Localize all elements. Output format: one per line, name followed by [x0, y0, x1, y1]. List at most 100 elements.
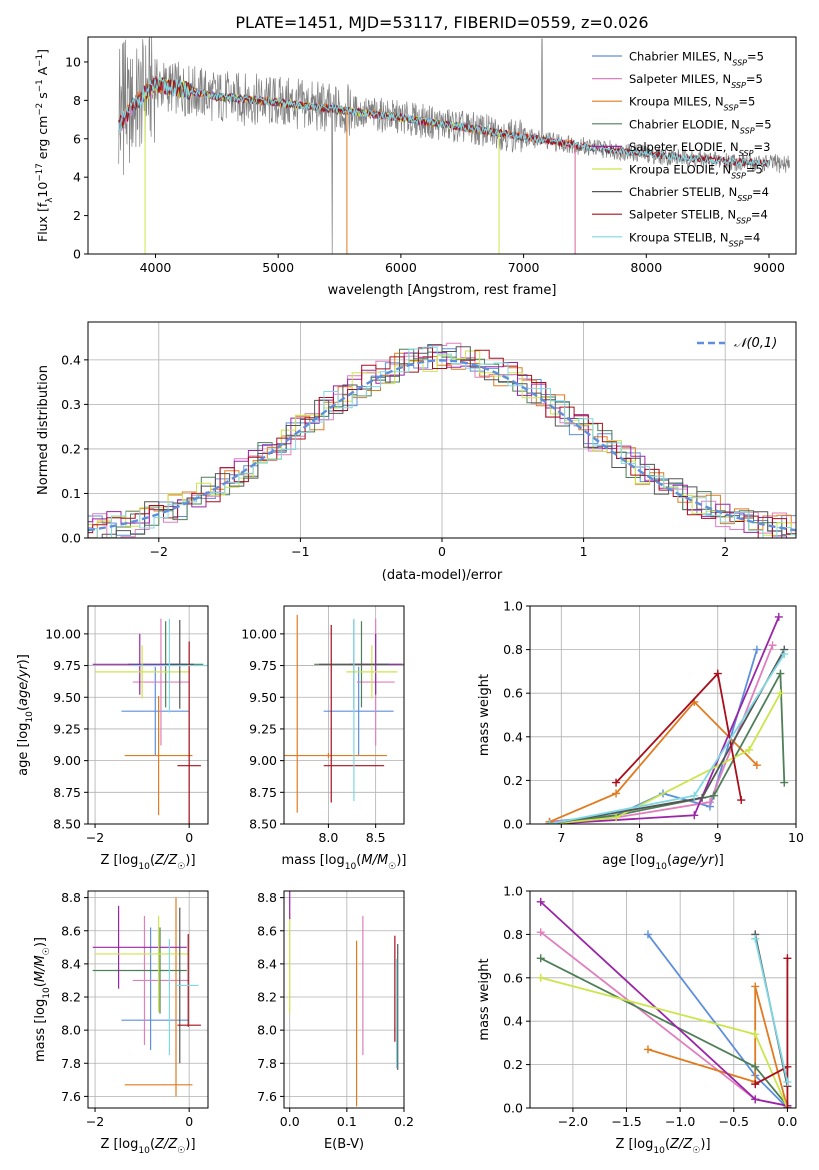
- x-axis-label: Z [log10(Z/Z☉)]: [100, 853, 195, 872]
- x-tick-label: 4000: [140, 260, 172, 275]
- y-tick-label: 9.25: [249, 721, 277, 736]
- weight-marker: [612, 789, 621, 798]
- residual-histogram: [88, 352, 796, 538]
- plot-area: [289, 891, 399, 1107]
- axes-frame: [87, 605, 209, 825]
- y-tick-label: 8.0: [61, 1023, 81, 1038]
- x-tick-label: 5000: [262, 260, 294, 275]
- weight-line: [549, 700, 758, 823]
- legend-entry: Chabrier ELODIE, NSSP=5: [629, 117, 772, 135]
- weight-marker: [751, 1080, 760, 1089]
- y-tick-label: 0.0: [61, 531, 81, 546]
- y-tick-label: 10.00: [45, 626, 81, 641]
- weight-marker: [751, 1062, 760, 1071]
- y-tick-label: 7.8: [61, 1056, 81, 1071]
- y-tick-label: 0.2: [503, 773, 523, 788]
- y-tick-label: 0.3: [61, 397, 81, 412]
- y-tick-label: 8.75: [249, 785, 277, 800]
- x-tick-label: 0: [438, 544, 446, 559]
- y-tick-label: 9.50: [53, 690, 81, 705]
- plot-area: [92, 897, 201, 1097]
- weight-line: [549, 649, 758, 823]
- weight-marker: [545, 820, 554, 824]
- plot-area: [545, 612, 789, 824]
- residual-histogram: [88, 344, 796, 538]
- x-tick-label: 8.5: [366, 830, 386, 845]
- x-tick-label: 7: [557, 830, 565, 845]
- x-axis-label: Z [log10(Z/Z☉)]: [615, 1137, 710, 1156]
- y-tick-label: 8.8: [257, 890, 277, 905]
- y-axis-label: mass weight: [477, 958, 492, 1040]
- residual-histogram: [88, 342, 796, 538]
- legend-entry: Kroupa STELIB, NSSP=4: [629, 230, 760, 248]
- x-tick-label: 0.0: [280, 1114, 300, 1129]
- x-axis-label: age [log10(age/yr)]: [602, 853, 724, 872]
- weight-marker: [698, 793, 707, 802]
- weight-line: [540, 976, 789, 1108]
- x-axis-label: E(B-V): [324, 1137, 364, 1152]
- y-tick-label: 8.50: [53, 817, 81, 832]
- y-tick-label: 8.2: [257, 990, 277, 1005]
- y-tick-label: 0: [73, 247, 81, 262]
- y-tick-label: 8.4: [61, 956, 81, 971]
- legend-entry: Chabrier MILES, NSSP=5: [629, 50, 764, 68]
- weight-marker: [690, 811, 699, 820]
- y-axis-label: mass [log10(M/M☉)]: [33, 937, 52, 1062]
- panel-spectrum: 4000 5000 6000 7000 8000 9000 0 2 4 6 8 10 Chabrier …: [65, 36, 797, 275]
- y-axis-label: Flux [fλ10−17 erg cm−2 s−1 A−1]: [35, 49, 55, 242]
- legend-entry: Kroupa MILES, NSSP=5: [629, 95, 755, 113]
- panel-age_vs_mass: 8.0 8.5 8.50 8.75 9.00 9.25 9.50 9.75 10.00: [241, 605, 405, 845]
- x-tick-label: −1.5: [611, 1114, 641, 1129]
- y-tick-label: 7.6: [257, 1089, 277, 1104]
- panel-residuals: −2 −1 0 1 2 0.0 0.1 0.2 0.3 0.4 𝒩(0,1): [61, 321, 797, 559]
- weight-marker: [536, 897, 545, 906]
- y-tick-label: 0.4: [503, 729, 523, 744]
- y-tick-label: 8.4: [257, 956, 277, 971]
- x-tick-label: −1.0: [665, 1114, 695, 1129]
- y-tick-label: 9.25: [53, 721, 81, 736]
- weight-marker: [776, 689, 785, 698]
- weight-line: [549, 653, 786, 824]
- y-tick-label: 9.50: [249, 690, 277, 705]
- panel-weight_vs_age: 7 8 9 10 0.0 0.2 0.4 0.6 0.8 1.0: [503, 599, 804, 846]
- weight-marker: [709, 791, 718, 800]
- weight-marker: [780, 778, 789, 787]
- weight-line: [754, 938, 789, 1083]
- x-tick-label: 6000: [385, 260, 417, 275]
- y-tick-label: 7.8: [257, 1056, 277, 1071]
- weight-marker: [612, 813, 621, 822]
- axes-frame: [87, 36, 797, 255]
- weight-marker: [713, 669, 722, 678]
- y-axis-label: mass weight: [477, 674, 492, 756]
- x-tick-label: 10: [788, 830, 804, 845]
- y-tick-label: 0.4: [61, 352, 81, 367]
- plot-area: [88, 342, 796, 538]
- y-tick-label: 0.1: [61, 486, 81, 501]
- y-tick-label: 9.75: [53, 658, 81, 673]
- axes-frame: [529, 890, 797, 1109]
- weight-marker: [776, 669, 785, 678]
- panel-weight_vs_Z: −2.0 −1.5 −1.0 −0.5 0.0 0.0 0.2 0.4 0.6 0.8 1.0: [503, 884, 797, 1130]
- x-tick-label: 9: [714, 830, 722, 845]
- weight-marker: [752, 761, 761, 770]
- y-tick-label: 8.6: [257, 923, 277, 938]
- y-tick-label: 8.2: [61, 990, 81, 1005]
- weight-marker: [536, 928, 545, 937]
- y-tick-label: 0.8: [503, 642, 523, 657]
- y-tick-label: 8.75: [53, 785, 81, 800]
- x-tick-label: 0: [185, 830, 193, 845]
- axes-frame: [283, 890, 405, 1109]
- weight-marker: [783, 954, 792, 963]
- x-axis-label: (data-model)/error: [382, 568, 503, 583]
- legend-entry: Salpeter ELODIE, NSSP=3: [629, 140, 770, 158]
- plot-area: [118, 37, 790, 254]
- x-tick-label: −2: [86, 1114, 104, 1129]
- weight-marker: [643, 930, 652, 939]
- y-tick-label: 2: [73, 208, 81, 223]
- x-tick-label: 0.2: [394, 1114, 414, 1129]
- legend-entry: 𝒩(0,1): [734, 336, 777, 351]
- legend-entry: Salpeter STELIB, NSSP=4: [629, 208, 768, 226]
- weight-marker: [751, 934, 760, 943]
- x-tick-label: −2.0: [558, 1114, 588, 1129]
